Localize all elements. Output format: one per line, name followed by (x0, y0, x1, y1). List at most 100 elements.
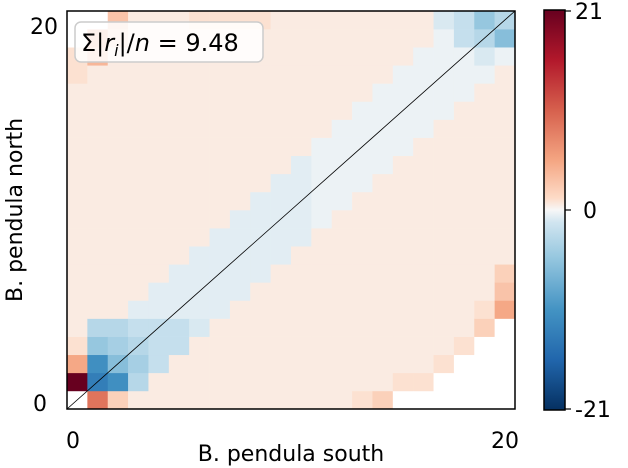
heatmap-cell (107, 300, 129, 319)
heatmap-cell (494, 228, 516, 247)
heatmap-cell (433, 246, 455, 265)
heatmap-cell (352, 83, 373, 102)
heatmap-cell (392, 390, 414, 410)
heatmap-cell (392, 11, 414, 30)
heatmap-cell (250, 300, 271, 319)
heatmap-cell (107, 155, 129, 175)
heatmap-cell (87, 354, 109, 374)
heatmap-cell (392, 137, 414, 157)
heatmap-cell (87, 83, 109, 102)
heatmap-cell (474, 282, 495, 301)
heatmap-cell (107, 246, 129, 265)
heatmap-cell (372, 300, 394, 319)
heatmap-cell (474, 228, 495, 247)
heatmap-cell (453, 101, 475, 120)
heatmap-cell (413, 282, 434, 301)
heatmap-cell (352, 191, 373, 211)
heatmap-cell (372, 336, 394, 356)
heatmap-cell (189, 137, 210, 157)
heatmap-cell (392, 65, 414, 84)
heatmap-cell (229, 191, 251, 211)
heatmap-cell (433, 119, 455, 138)
heatmap-cell (189, 173, 210, 193)
heatmap-cell (87, 318, 109, 337)
heatmap-cell (311, 210, 333, 229)
heatmap-cell (107, 282, 129, 301)
heatmap-cell (209, 83, 231, 102)
heatmap-cell (413, 29, 434, 48)
heatmap-cell (128, 155, 149, 175)
heatmap-cell (229, 155, 251, 175)
heatmap-cell (270, 264, 292, 283)
heatmap-cell (392, 372, 414, 392)
heatmap-cell (128, 390, 149, 410)
heatmap-cell (168, 210, 190, 229)
heatmap-cell (413, 119, 434, 138)
heatmap-cell (148, 390, 170, 410)
heatmap-cell (352, 318, 373, 337)
heatmap-cell (474, 173, 495, 193)
heatmap-cell (311, 318, 333, 337)
heatmap-cell (331, 372, 353, 392)
heatmap-cell (413, 300, 434, 319)
heatmap-cell (291, 282, 312, 301)
heatmap-cell (189, 101, 210, 120)
heatmap-cell (189, 390, 210, 410)
heatmap-cell (87, 119, 109, 138)
heatmap-cell (189, 119, 210, 138)
heatmap-cell (168, 137, 190, 157)
heatmap-cell (372, 155, 394, 175)
heatmap-cell (67, 191, 88, 211)
heatmap-cell (270, 11, 292, 30)
heatmap-cell (107, 83, 129, 102)
heatmap-cell (474, 119, 495, 138)
heatmap-cell (433, 354, 455, 374)
heatmap-cell (87, 282, 109, 301)
heatmap-cell (67, 336, 88, 356)
heatmap-cell (413, 210, 434, 229)
heatmap-cell (250, 246, 271, 265)
heatmap-cell (372, 29, 394, 48)
heatmap-cell (433, 228, 455, 247)
heatmap-cell (453, 83, 475, 102)
heatmap-cell (392, 228, 414, 247)
heatmap-cell (331, 83, 353, 102)
heatmap-cell (311, 65, 333, 84)
heatmap-cell (331, 228, 353, 247)
heatmap-cell (413, 372, 434, 392)
heatmap-cell (413, 65, 434, 84)
residual-annotation: Σ|ri|/n = 9.48 (74, 21, 264, 63)
heatmap-cell (352, 155, 373, 175)
heatmap-cell (331, 210, 353, 229)
heatmap-cell (372, 354, 394, 374)
heatmap-cell (413, 155, 434, 175)
heatmap-cell (250, 282, 271, 301)
heatmap-cell (209, 191, 231, 211)
heatmap-cell (494, 83, 516, 102)
heatmap-cell (291, 210, 312, 229)
heatmap-cell (453, 119, 475, 138)
heatmap-cell (128, 173, 149, 193)
diagonal-line (66, 10, 516, 410)
heatmap-cell (189, 191, 210, 211)
heatmap-cell (291, 155, 312, 175)
heatmap-cell (67, 264, 88, 283)
heatmap-cell (229, 173, 251, 193)
heatmap-cell (291, 83, 312, 102)
heatmap-cell (413, 47, 434, 66)
heatmap-cell (229, 372, 251, 392)
heatmap-cell (209, 372, 231, 392)
heatmap-cell (107, 137, 129, 157)
heatmap-cell (413, 354, 434, 374)
heatmap-cell (209, 318, 231, 337)
heatmap-cell (168, 101, 190, 120)
heatmap-cell (494, 300, 516, 319)
heatmap-cell (474, 264, 495, 283)
heatmap-cell (352, 210, 373, 229)
heatmap-cell (331, 119, 353, 138)
colorbar: 21 0 -21 (543, 0, 611, 423)
heatmap-cell (453, 155, 475, 175)
heatmap-cell (229, 318, 251, 337)
heatmap-cell (148, 137, 170, 157)
heatmap-cell (433, 318, 455, 337)
